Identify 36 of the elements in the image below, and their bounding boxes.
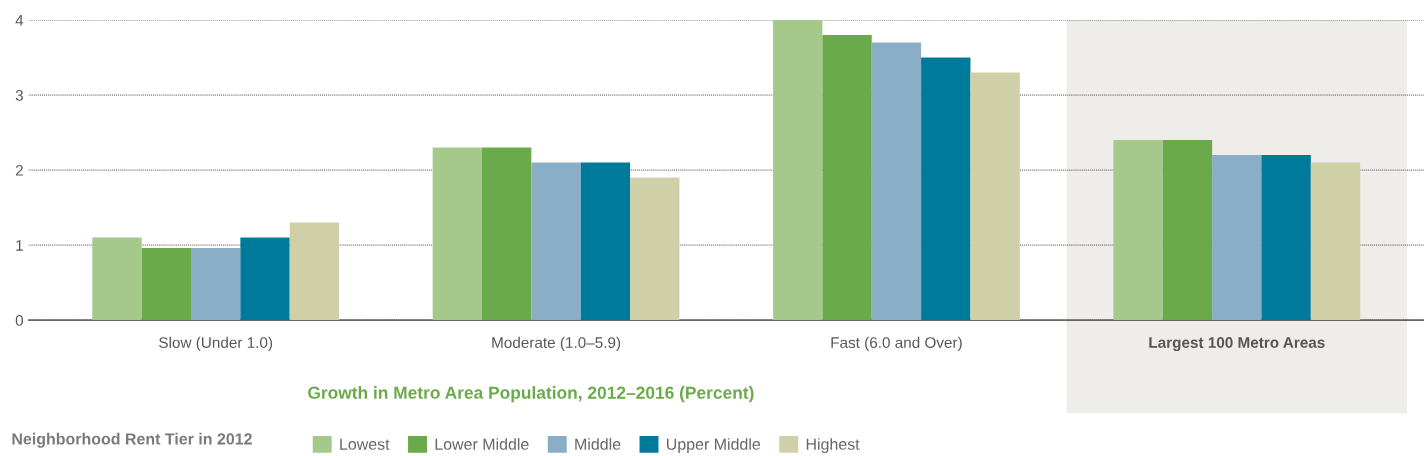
bar <box>580 162 631 321</box>
legend-label: Middle <box>575 438 621 450</box>
x-tick-label: Moderate (1.0–5.9) <box>492 336 621 352</box>
y-tick-label: 3 <box>15 89 23 101</box>
legend-label: Lowest <box>340 438 390 450</box>
bar <box>289 222 340 321</box>
y-tick-label: 0 <box>15 314 24 326</box>
bar <box>482 147 532 321</box>
bar <box>1212 155 1262 321</box>
bar <box>871 42 922 321</box>
bar <box>531 162 581 321</box>
bar <box>822 35 872 321</box>
bar <box>240 237 290 321</box>
y-tick-label: 1 <box>16 240 23 251</box>
bar <box>1113 140 1163 321</box>
x-tick-label: Largest 100 Metro Areas <box>1149 337 1325 352</box>
legend-title: Neighborhood Rent Tier in 2012 <box>12 432 252 448</box>
bar <box>970 72 1020 321</box>
bar <box>1162 140 1213 321</box>
bar <box>921 57 971 321</box>
legend-label: Highest <box>806 438 860 454</box>
bar <box>1310 162 1361 321</box>
y-tick-label: 2 <box>15 164 23 176</box>
x-tick-label: Slow (Under 1.0) <box>159 336 273 352</box>
legend-label: Lower Middle <box>435 438 529 450</box>
legend-label: Upper Middle <box>667 438 761 454</box>
bar <box>432 147 483 321</box>
y-tick-label: 4 <box>15 15 24 26</box>
bar <box>141 248 192 321</box>
x-tick-label: Fast (6.0 and Over) <box>831 336 962 352</box>
bar <box>191 248 241 321</box>
bar <box>1261 155 1311 321</box>
x-axis-title: Growth in Metro Area Population, 2012–2016 (Percent) <box>308 386 754 403</box>
bar <box>92 237 142 321</box>
bar <box>630 177 680 321</box>
bar <box>773 20 823 321</box>
